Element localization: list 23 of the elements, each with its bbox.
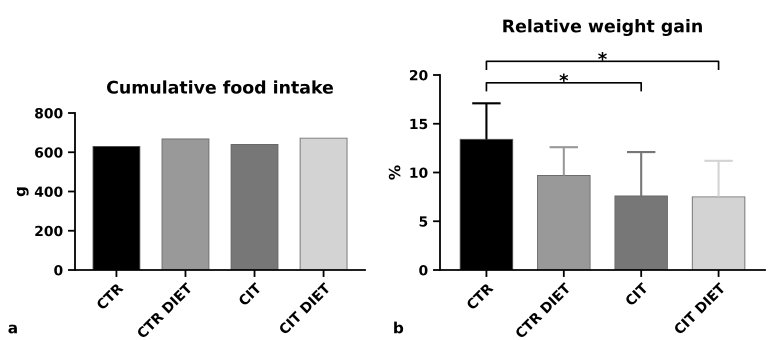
bar bbox=[162, 138, 210, 270]
chart-title: Cumulative food intake bbox=[107, 80, 333, 94]
bar bbox=[230, 144, 278, 270]
y-tick-label: 10 bbox=[410, 167, 428, 178]
text: a bbox=[8, 324, 17, 334]
x-tick-label: CIT bbox=[624, 282, 649, 306]
chart-title: Relative weight gain bbox=[503, 19, 702, 36]
y-tick-label: 15 bbox=[410, 118, 428, 130]
y-tick-label: 0 bbox=[419, 264, 428, 276]
y-tick-label: 400 bbox=[34, 186, 63, 197]
y-axis-title: % bbox=[388, 165, 400, 180]
y-tick-label: 600 bbox=[35, 147, 63, 158]
text: b bbox=[394, 322, 404, 334]
y-axis-title: g bbox=[16, 187, 29, 196]
y-tick-label: 800 bbox=[35, 108, 63, 118]
x-tick-label: CIT bbox=[238, 282, 262, 306]
y-tick-label: 200 bbox=[35, 226, 63, 236]
y-tick-label: 20 bbox=[410, 70, 428, 80]
y-tick-label: 5 bbox=[420, 216, 428, 227]
annotation: * bbox=[559, 73, 568, 82]
text: * bbox=[598, 52, 607, 60]
bar bbox=[300, 138, 348, 270]
y-tick-label: 0 bbox=[54, 264, 63, 276]
